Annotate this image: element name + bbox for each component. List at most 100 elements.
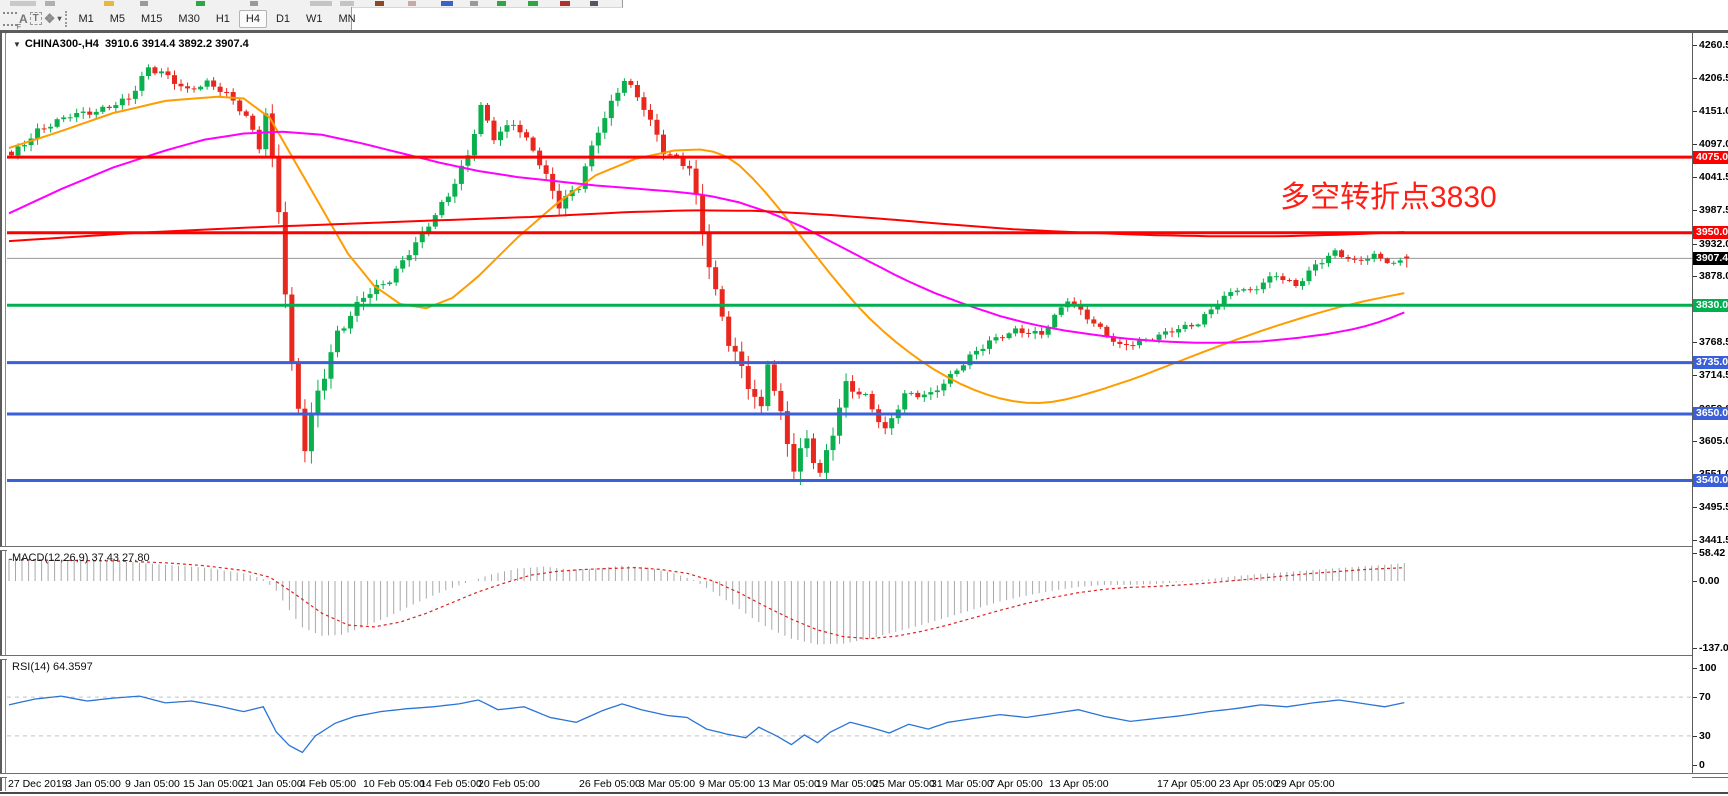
period-button-M5[interactable]: M5	[109, 12, 126, 25]
time-axis-label: 13 Apr 05:00	[1049, 778, 1109, 790]
cutoff-toolbar-icon[interactable]	[375, 1, 384, 6]
axis-tick-label: 3495.5	[1693, 501, 1728, 513]
horizontal-scrollbar[interactable]	[0, 791, 1728, 796]
cutoff-toolbar-icon[interactable]	[45, 1, 55, 6]
period-button-MN[interactable]: MN	[338, 12, 356, 25]
price-axis[interactable]: 4260.5 4206.5 4151.0 4097.0 4041.5 3987.5 3932…	[1692, 33, 1728, 773]
rsi-plot[interactable]	[7, 658, 1692, 773]
time-axis-label: 7 Apr 05:00	[989, 778, 1043, 790]
time-axis-label: 26 Feb 05:00	[579, 778, 641, 790]
ma-magenta[interactable]	[8, 130, 1405, 344]
axis-tick-label: 4097.0	[1693, 138, 1728, 150]
axis-tick-label: 70	[1693, 691, 1728, 703]
axis-tick-label: 3932.0	[1693, 238, 1728, 250]
text-label-icon[interactable]: A	[19, 11, 28, 26]
time-axis-label: 4 Feb 05:00	[300, 778, 357, 790]
macd-signal-line	[8, 558, 1405, 640]
axis-tick-label: 4151.0	[1693, 105, 1728, 117]
chart-dropdown-triangle[interactable]: ▼	[13, 40, 21, 49]
axis-tick-label: -137.09	[1693, 642, 1728, 654]
period-button-H4[interactable]: H4	[238, 9, 267, 28]
axis-tick-label: 4260.5	[1693, 39, 1728, 51]
price-level-badge-4075.0: 4075.0	[1693, 150, 1728, 164]
axis-tick-label: 3878.0	[1693, 270, 1728, 282]
price-level-badge-3650.0: 3650.0	[1693, 407, 1728, 421]
cutoff-toolbar-icon[interactable]	[104, 1, 114, 6]
price-level-badge-3830.0: 3830.0	[1693, 298, 1728, 312]
period-button-M1[interactable]: M1	[78, 12, 94, 25]
cutoff-toolbar-icon[interactable]	[250, 1, 258, 6]
axis-tick-label: 4041.5	[1693, 171, 1728, 183]
cutoff-toolbar-icon[interactable]	[10, 1, 36, 6]
time-axis-label: 20 Feb 05:00	[478, 778, 540, 790]
time-axis-label: 19 Mar 05:00	[816, 778, 878, 790]
macd-indicator-label: MACD(12,26,9) 37.43 27.80	[12, 552, 150, 564]
price-level-badge-3735.0: 3735.0	[1693, 356, 1728, 370]
cutoff-toolbar-icon[interactable]	[560, 1, 570, 6]
rsi-pane[interactable]: RSI(14) 64.3597	[7, 658, 1692, 773]
axis-tick-label: 3768.5	[1693, 336, 1728, 348]
axis-tick-label: 3441.5	[1693, 534, 1728, 546]
ma-orange[interactable]	[8, 95, 1405, 405]
arrows-dropdown-caret[interactable]: ▾	[57, 14, 62, 23]
axis-tick-label: 3605.0	[1693, 435, 1728, 447]
cutoff-toolbar-icon[interactable]	[590, 1, 598, 6]
axis-tick-label: 100	[1693, 662, 1728, 674]
time-axis-label: 13 Mar 05:00	[758, 778, 820, 790]
chart-text-annotation: 多空转折点3830	[1280, 181, 1497, 214]
cutoff-toolbar-icon[interactable]	[310, 1, 332, 6]
time-axis-label: 15 Jan 05:00	[183, 778, 244, 790]
macd-pane[interactable]: MACD(12,26,9) 37.43 27.80	[7, 549, 1692, 655]
time-axis-label: 14 Feb 05:00	[420, 778, 482, 790]
main-chart-plot[interactable]	[7, 33, 1692, 546]
ma-red[interactable]	[8, 209, 1405, 243]
axis-tick-label: 3714.5	[1693, 369, 1728, 381]
axis-tick-label: 0.00	[1693, 575, 1728, 587]
cutoff-toolbar-icon[interactable]	[470, 1, 478, 6]
rsi-indicator-label: RSI(14) 64.3597	[12, 661, 93, 673]
axis-tick-label: 58.42	[1693, 547, 1728, 559]
time-axis-label: 9 Mar 05:00	[699, 778, 756, 790]
time-axis-label: 3 Jan 05:00	[66, 778, 121, 790]
time-axis-label: 10 Feb 05:00	[363, 778, 425, 790]
price-level-badge-3950.0: 3950.0	[1693, 226, 1728, 240]
chart-ohlc-values: 3910.6 3914.4 3892.2 3907.4	[105, 38, 249, 50]
time-axis-label: 9 Jan 05:00	[125, 778, 180, 790]
toolbar-drag-handle[interactable]	[65, 10, 68, 27]
time-axis-label: 23 Apr 05:00	[1219, 778, 1279, 790]
cutoff-toolbar-icon[interactable]	[441, 1, 453, 6]
rsi-line	[8, 695, 1405, 754]
period-button-M15[interactable]: M15	[141, 12, 163, 25]
cutoff-toolbar-icon[interactable]	[408, 1, 416, 6]
time-axis-label: 3 Mar 05:00	[639, 778, 696, 790]
chart-window-left-border	[0, 33, 6, 796]
period-button-H1[interactable]: H1	[215, 12, 230, 25]
chart-title: ▼ CHINA300-,H4 3910.6 3914.4 3892.2 3907.…	[13, 38, 249, 50]
current-price-badge: 3907.4	[1693, 251, 1728, 265]
text-box-icon[interactable]: T	[29, 10, 42, 28]
time-axis-label: 27 Dec 2019	[8, 778, 68, 790]
price-level-badge-3540.0: 3540.0	[1693, 473, 1728, 487]
period-button-W1[interactable]: W1	[306, 12, 323, 25]
time-axis-label: 25 Mar 05:00	[873, 778, 935, 790]
axis-tick-label: 0	[1693, 759, 1728, 771]
axis-tick-label: 4206.5	[1693, 72, 1728, 84]
cutoff-toolbar-icon[interactable]	[196, 1, 205, 6]
candles	[9, 64, 1410, 485]
time-axis-label: 17 Apr 05:00	[1157, 778, 1217, 790]
period-button-D1[interactable]: D1	[275, 12, 291, 25]
time-axis[interactable]: 27 Dec 2019 3 Jan 05:00 9 Jan 05:00 15 Jan …	[7, 777, 1692, 791]
arrows-glyph: ❖	[43, 10, 56, 26]
arrows-tool-icon[interactable]: ❖ ▾	[44, 10, 62, 28]
time-axis-label: 21 Jan 05:00	[242, 778, 303, 790]
main-chart-pane[interactable]: ▼ CHINA300-,H4 3910.6 3914.4 3892.2 3907.…	[7, 33, 1692, 546]
period-button-M30[interactable]: M30	[178, 12, 200, 25]
cutoff-toolbar-icon[interactable]	[497, 1, 506, 6]
fibonacci-grid-icon[interactable]	[3, 10, 21, 31]
cutoff-toolbar-icon[interactable]	[140, 1, 148, 6]
toolbar-main: A T ❖ ▾ M1 M5 M15 M30 H1 H4 D1 W1 MN	[0, 7, 356, 31]
macd-plot[interactable]	[7, 549, 1692, 655]
cutoff-toolbar-icon[interactable]	[340, 1, 354, 6]
cutoff-toolbar-icon[interactable]	[528, 1, 538, 6]
